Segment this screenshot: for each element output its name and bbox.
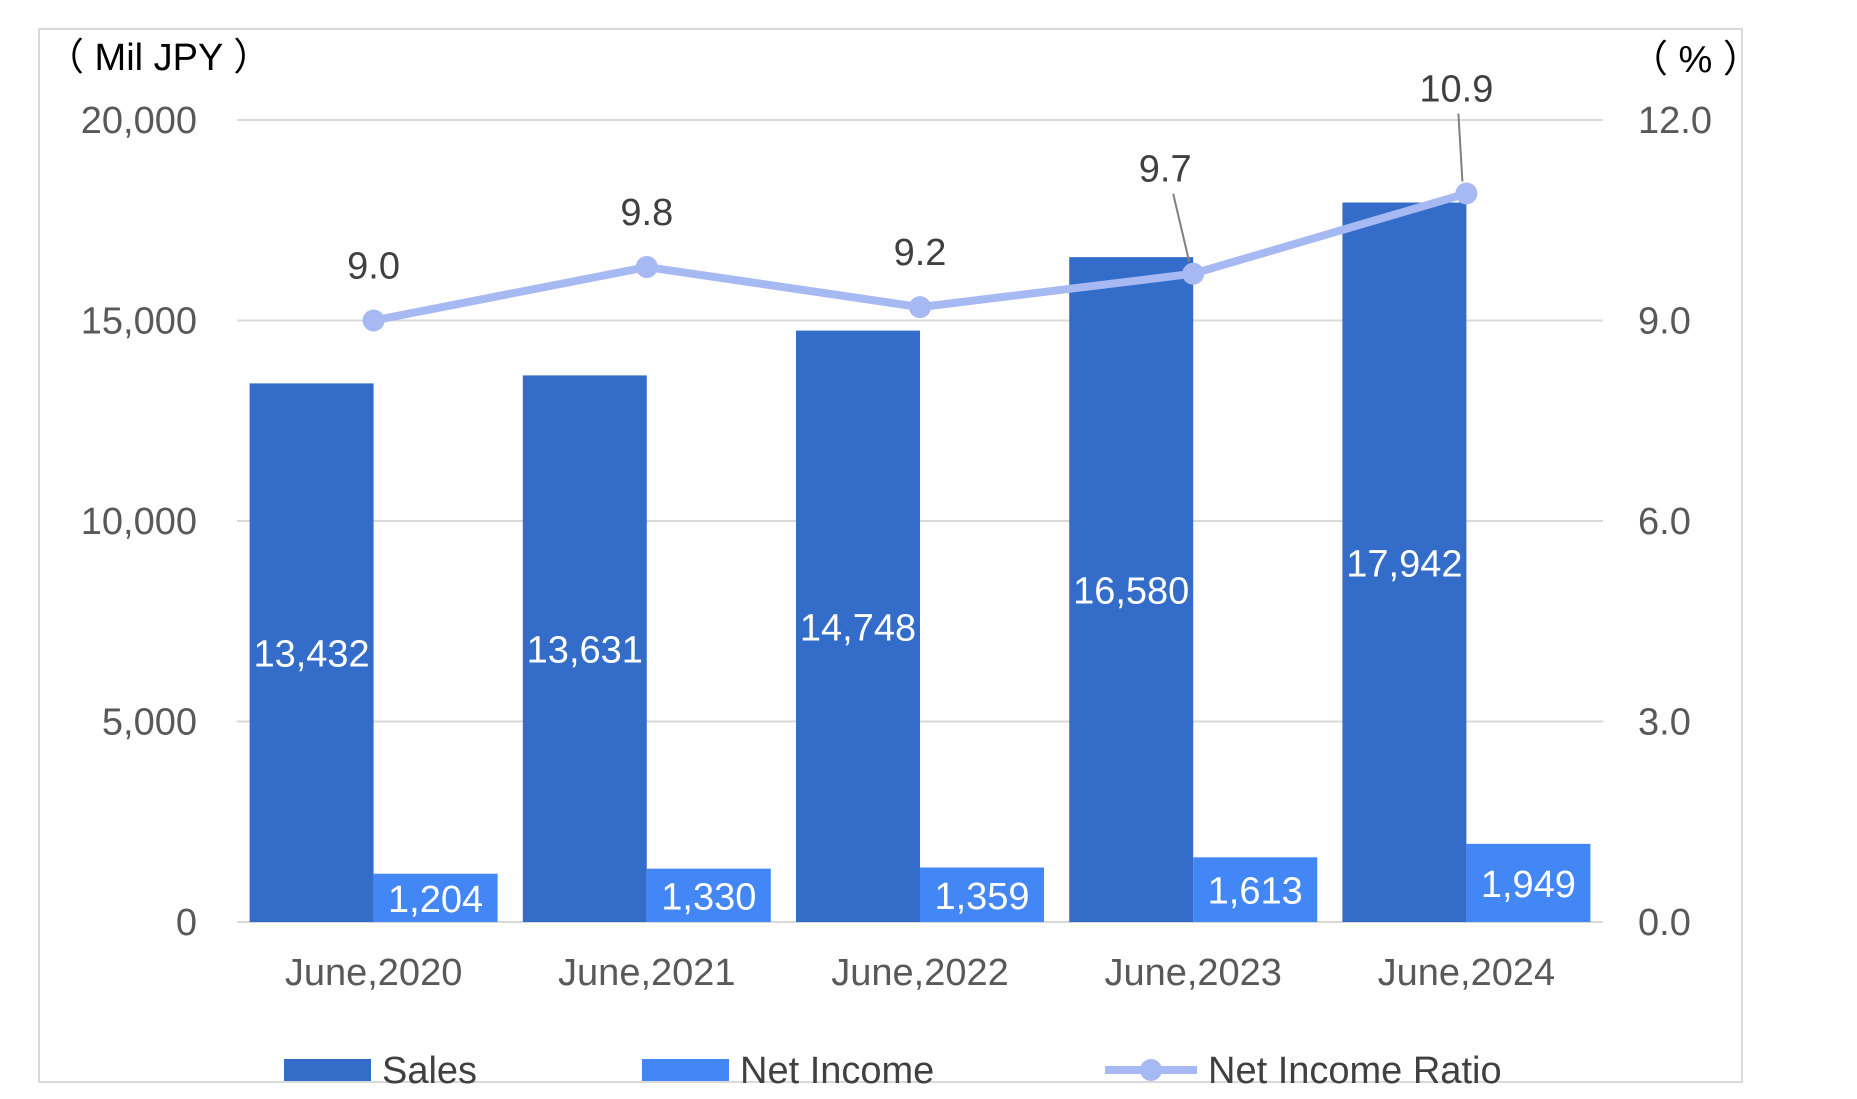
right-tick-label: 9.0	[1638, 301, 1691, 343]
net-income-bar	[1193, 857, 1318, 922]
sales-bar	[1342, 202, 1467, 922]
left-tick-label: 0	[176, 902, 197, 944]
ratio-value-label: 10.9	[1419, 69, 1493, 111]
ratio-point	[1455, 182, 1478, 205]
ratio-line-layer: 9.0 9.8 9.2 9.7 10.9	[347, 69, 1493, 332]
bars	[249, 202, 1591, 923]
left-axis-ticks: 0 5,000 10,000 15,000 20,000	[81, 100, 197, 944]
ratio-value-label: 9.7	[1139, 149, 1192, 191]
right-axis-unit: （ % ）	[1630, 39, 1761, 81]
legend-swatch-ratio-marker	[1140, 1059, 1162, 1081]
left-tick-label: 10,000	[81, 501, 197, 543]
left-axis-unit: （ Mil JPY ）	[46, 37, 271, 79]
x-tick-label: June,2022	[831, 952, 1009, 994]
sales-bar	[796, 330, 920, 922]
ratio-leader-line	[1172, 193, 1191, 262]
net-income-value-label: 1,330	[661, 876, 756, 918]
ratio-value-label: 9.0	[347, 246, 400, 288]
net-income-bar	[920, 867, 1044, 922]
left-tick-label: 5,000	[102, 702, 197, 744]
x-tick-label: June,2021	[558, 952, 736, 994]
legend: Sales Net Income Net Income Ratio	[284, 1050, 1502, 1092]
net-income-value-label: 1,359	[934, 876, 1029, 918]
net-income-bar	[373, 873, 498, 922]
x-tick-label: June,2024	[1378, 952, 1556, 994]
net-income-value-label: 1,204	[388, 879, 483, 921]
sales-bar	[522, 375, 647, 922]
ratio-point	[635, 256, 658, 279]
sales-value-label: 17,942	[1346, 543, 1462, 585]
x-tick-label: June,2020	[285, 952, 463, 994]
ratio-point	[1182, 262, 1205, 285]
legend-swatch-sales	[284, 1059, 371, 1081]
right-tick-label: 12.0	[1638, 100, 1712, 142]
x-tick-label: June,2023	[1104, 952, 1282, 994]
right-tick-label: 0.0	[1638, 902, 1691, 944]
sales-value-label: 14,748	[800, 607, 916, 649]
left-tick-label: 20,000	[81, 100, 197, 142]
ratio-point	[362, 309, 385, 332]
sales-bar	[1069, 257, 1194, 923]
right-axis-ticks: 0.0 3.0 6.0 9.0 12.0	[1638, 100, 1712, 944]
ratio-leader-line	[1457, 113, 1464, 182]
net-income-bar	[1466, 843, 1591, 922]
net-income-value-label: 1,613	[1208, 871, 1303, 913]
ratio-value-label: 9.2	[894, 232, 947, 274]
sales-bar	[249, 383, 374, 922]
net-income-value-label: 1,949	[1481, 864, 1576, 906]
legend-label-ratio: Net Income Ratio	[1208, 1050, 1502, 1092]
sales-value-label: 13,432	[253, 634, 369, 676]
chart-frame	[38, 28, 1743, 1083]
sales-value-label: 13,631	[527, 630, 643, 672]
legend-swatch-net-income	[642, 1059, 729, 1081]
right-tick-label: 6.0	[1638, 501, 1691, 543]
net-income-bar	[646, 868, 771, 922]
ratio-point	[909, 296, 931, 319]
left-tick-label: 15,000	[81, 301, 197, 343]
ratio-value-label: 9.8	[620, 192, 673, 234]
legend-label-net-income: Net Income	[740, 1050, 934, 1092]
sales-value-label: 16,580	[1073, 571, 1189, 613]
bar-labels: 13,432 1,204 13,631 1,330 14,748 1,359 16,580 1…	[253, 543, 1575, 921]
legend-label-sales: Sales	[382, 1050, 477, 1092]
x-axis-labels: June,2020 June,2021 June,2022 June,2023 June…	[285, 952, 1555, 994]
right-tick-label: 3.0	[1638, 702, 1691, 744]
